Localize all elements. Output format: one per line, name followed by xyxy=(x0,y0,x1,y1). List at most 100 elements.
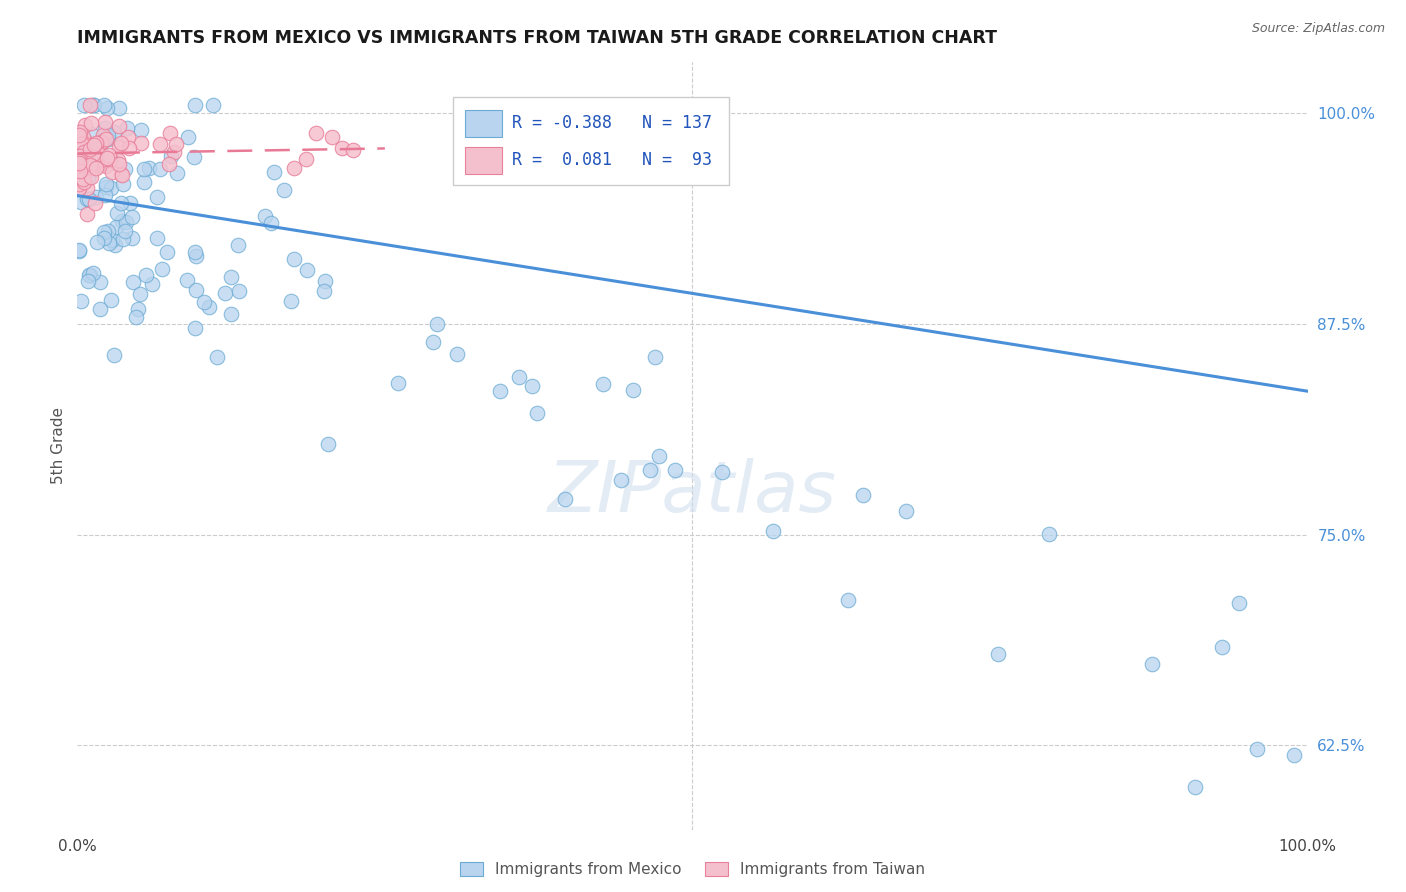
Point xyxy=(592,376,614,391)
Point xyxy=(87,147,110,161)
Point xyxy=(150,261,173,276)
Text: Source: ZipAtlas.com: Source: ZipAtlas.com xyxy=(1251,22,1385,36)
Point xyxy=(141,277,163,292)
Point xyxy=(67,180,90,194)
Point xyxy=(183,151,205,165)
Point xyxy=(138,161,160,175)
Point xyxy=(623,383,645,397)
Point xyxy=(1227,596,1250,610)
Point xyxy=(149,136,172,151)
Point xyxy=(316,437,339,451)
Point xyxy=(76,171,98,186)
Point xyxy=(342,143,364,157)
Point xyxy=(77,147,100,161)
Point xyxy=(90,145,112,160)
Point xyxy=(263,164,285,178)
Point xyxy=(648,450,671,464)
Point xyxy=(86,159,108,173)
Point xyxy=(86,136,108,150)
Point xyxy=(77,193,100,207)
Point xyxy=(72,137,94,152)
Point xyxy=(67,180,90,194)
Point xyxy=(104,238,127,252)
Point xyxy=(103,125,125,139)
Point xyxy=(72,136,94,150)
Point xyxy=(112,232,135,246)
Point xyxy=(105,206,128,220)
Point xyxy=(67,130,90,145)
Point xyxy=(67,149,90,163)
Point xyxy=(228,285,250,299)
Point xyxy=(387,376,409,390)
Point xyxy=(186,284,208,298)
Point xyxy=(422,334,444,349)
Point xyxy=(97,132,120,146)
Point xyxy=(70,142,93,156)
Point xyxy=(93,151,115,165)
Point xyxy=(115,215,138,229)
Bar xyxy=(465,110,502,136)
Point xyxy=(87,147,110,161)
Point xyxy=(177,130,200,145)
Bar xyxy=(465,147,502,174)
Point xyxy=(163,145,186,160)
Point xyxy=(554,491,576,506)
Point xyxy=(72,153,94,167)
Point xyxy=(111,178,134,192)
Point xyxy=(76,136,98,150)
Point xyxy=(67,177,90,191)
Point xyxy=(75,118,97,132)
Point xyxy=(80,159,103,173)
Point xyxy=(93,97,115,112)
Point xyxy=(87,155,110,169)
Point xyxy=(762,524,785,538)
Point xyxy=(94,159,117,173)
Point xyxy=(295,262,318,277)
Point xyxy=(84,190,107,204)
Point xyxy=(108,140,131,154)
Point xyxy=(80,169,103,184)
Point xyxy=(125,310,148,325)
Point xyxy=(122,275,145,289)
Point xyxy=(67,128,90,142)
Point xyxy=(67,136,90,151)
Point xyxy=(79,97,101,112)
Point xyxy=(70,153,93,168)
Point xyxy=(90,133,112,147)
Point xyxy=(76,192,98,206)
Point xyxy=(283,161,305,175)
Point xyxy=(79,127,101,141)
Point xyxy=(93,225,115,239)
Point xyxy=(273,184,295,198)
Point xyxy=(118,196,141,211)
Point xyxy=(100,293,122,308)
Point xyxy=(159,149,181,163)
Point xyxy=(93,120,115,135)
Point xyxy=(166,166,188,180)
Point xyxy=(77,274,100,288)
Point xyxy=(314,285,336,299)
Point xyxy=(1184,780,1206,795)
Point xyxy=(67,156,90,170)
Point xyxy=(489,384,512,399)
Point xyxy=(80,151,103,165)
FancyBboxPatch shape xyxy=(453,97,730,186)
Point xyxy=(107,157,129,171)
Point xyxy=(89,275,111,289)
Point xyxy=(184,321,207,335)
Point xyxy=(254,209,277,223)
Point xyxy=(80,143,103,157)
Point xyxy=(79,268,101,282)
Point xyxy=(108,101,131,115)
Point xyxy=(69,153,91,168)
Point xyxy=(67,148,90,162)
Point xyxy=(610,473,633,487)
Point xyxy=(82,267,104,281)
Point xyxy=(837,592,859,607)
Point xyxy=(82,147,104,161)
Point xyxy=(93,187,115,202)
Point xyxy=(283,252,305,266)
Point xyxy=(101,165,124,179)
Point xyxy=(107,119,129,133)
Point xyxy=(75,160,97,174)
